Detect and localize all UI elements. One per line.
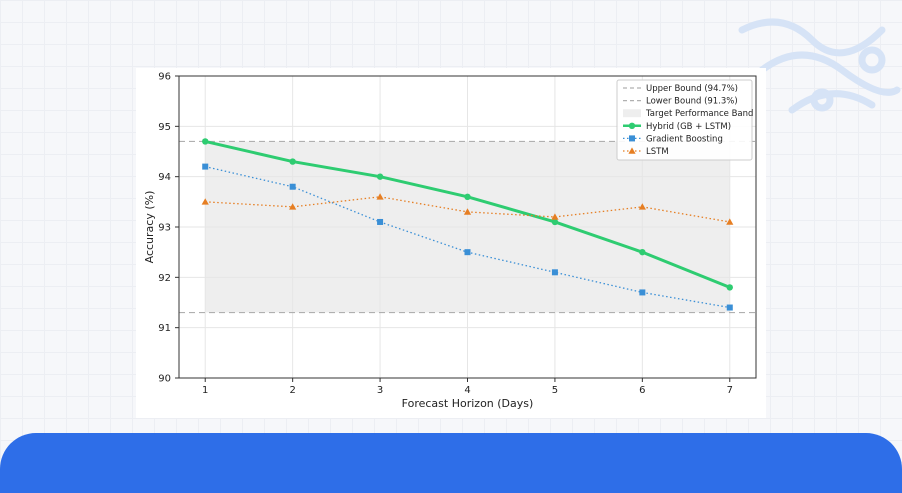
y-tick-label: 93 — [158, 223, 171, 234]
x-axis-label: Forecast Horizon (Days) — [402, 397, 534, 410]
y-tick-label: 91 — [158, 323, 171, 334]
x-tick-label: 5 — [552, 385, 558, 396]
data-point-hybrid-gb-lstm — [376, 173, 384, 180]
y-tick-label: 94 — [158, 172, 171, 183]
line-chart: 90 91 92 93 94 95 96 1 2 3 4 5 6 7 Forecast Horizon (D… — [143, 72, 757, 410]
circuit-decoration — [738, 18, 901, 114]
legend-label-lower-bound: Lower Bound (91.3%) — [646, 97, 738, 107]
data-point-gradient-boosting — [551, 269, 558, 276]
data-point-lstm — [638, 203, 646, 210]
legend-box — [616, 79, 753, 161]
data-point-gradient-boosting — [202, 163, 209, 170]
legend-marker-gradient-boosting — [629, 135, 635, 142]
legend-label-hybrid-gb-lstm: Hybrid (GB + LSTM) — [646, 122, 731, 132]
y-tick-label: 96 — [158, 72, 171, 83]
legend-swatch-target-band — [623, 109, 641, 118]
y-axis-label: Accuracy (%) — [143, 191, 156, 264]
x-tick-label: 4 — [464, 385, 470, 396]
legend-label-upper-bound: Upper Bound (94.7%) — [646, 84, 738, 94]
data-point-lstm — [201, 198, 209, 205]
data-point-gradient-boosting — [639, 289, 646, 296]
bottom-banner — [0, 433, 902, 493]
legend-label-gradient-boosting: Gradient Boosting — [646, 134, 723, 144]
y-tick-label: 90 — [158, 374, 171, 385]
data-point-hybrid-gb-lstm — [726, 284, 733, 291]
x-tick-label: 6 — [639, 385, 645, 396]
legend-marker-hybrid-gb-lstm — [628, 122, 636, 129]
x-tick-label: 2 — [289, 385, 295, 396]
data-point-lstm — [551, 213, 559, 220]
data-point-gradient-boosting — [464, 249, 471, 256]
x-tick-label: 3 — [377, 385, 383, 396]
x-tick-label: 1 — [202, 385, 208, 396]
data-point-hybrid-gb-lstm — [639, 248, 646, 256]
x-tick-label: 7 — [727, 385, 733, 396]
data-point-lstm — [289, 203, 297, 210]
y-tick-label: 92 — [158, 273, 171, 284]
chart-card: 90 91 92 93 94 95 96 1 2 3 4 5 6 7 Forecast Horizon (D… — [136, 68, 766, 418]
data-point-hybrid-gb-lstm — [464, 193, 471, 200]
legend-marker-lstm — [628, 147, 636, 154]
legend-label-lstm: LSTM — [646, 147, 669, 157]
data-point-lstm — [463, 208, 472, 215]
legend-label-target-band: Target Performance Band — [645, 109, 753, 119]
data-point-hybrid-gb-lstm — [289, 158, 296, 165]
data-point-gradient-boosting — [726, 304, 733, 311]
data-point-hybrid-gb-lstm — [551, 218, 559, 226]
plot-frame — [178, 75, 757, 379]
data-point-gradient-boosting — [289, 183, 296, 190]
data-point-lstm — [376, 193, 384, 200]
data-point-hybrid-gb-lstm — [202, 138, 209, 145]
data-point-gradient-boosting — [377, 218, 384, 225]
data-point-lstm — [726, 218, 734, 225]
y-tick-label: 95 — [158, 122, 171, 133]
